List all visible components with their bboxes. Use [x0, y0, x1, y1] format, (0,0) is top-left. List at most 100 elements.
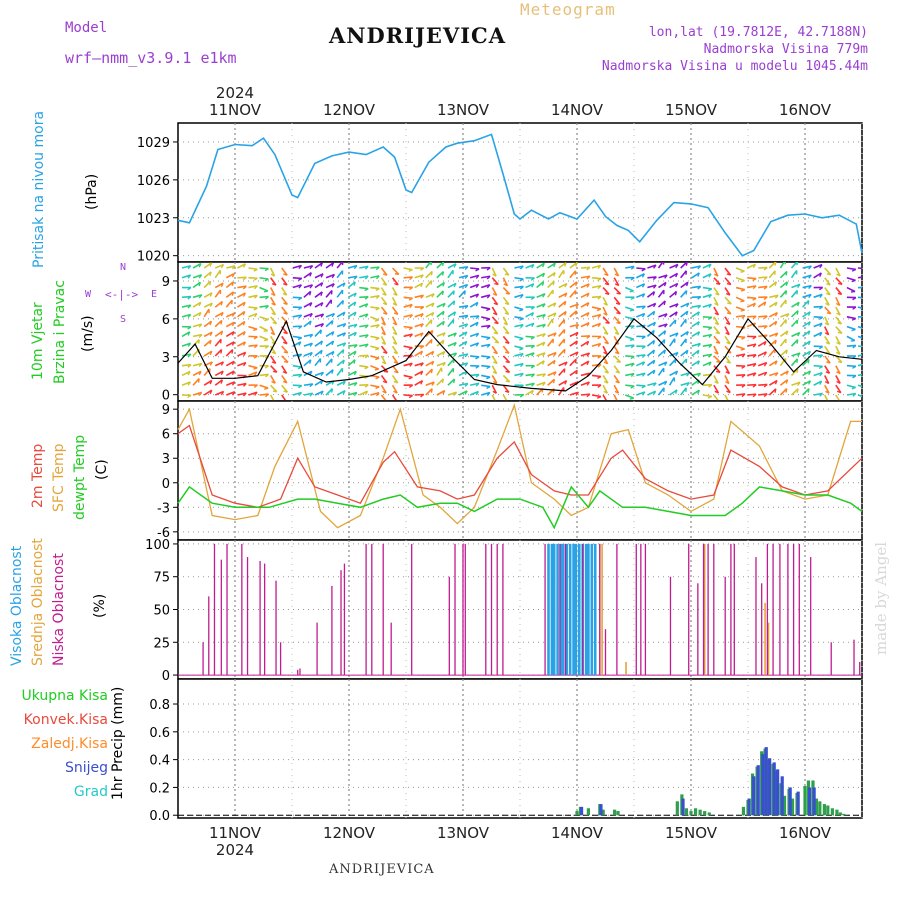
wind-barb-tick	[819, 264, 823, 269]
wind-barb	[580, 283, 590, 289]
wind-barb	[303, 392, 313, 396]
wind-barb-tick	[282, 371, 287, 374]
wind-barb	[569, 391, 579, 396]
precip-bar-total	[616, 811, 620, 816]
wind-barb-tick	[774, 321, 778, 326]
wind-barb-tick	[664, 274, 668, 279]
wind-barb-tick	[763, 276, 768, 281]
wind-barb	[502, 345, 510, 354]
wind-barb	[713, 384, 720, 394]
wind-barb	[236, 320, 246, 328]
wind-barb	[680, 338, 687, 347]
wind-barb	[303, 272, 312, 279]
wind-barb	[403, 325, 413, 329]
wind-barb-tick	[364, 384, 369, 388]
wind-barb-tick	[604, 273, 609, 277]
wind-barb-tick	[808, 274, 812, 279]
wind-barb-tick	[493, 351, 498, 355]
precip-bar-snow	[599, 804, 603, 816]
wind-barb-tick	[253, 277, 258, 281]
wind-barb	[813, 263, 823, 269]
wind-barb-tick	[520, 324, 524, 329]
wind-barb-tick	[271, 312, 276, 316]
precip-bar-snow	[768, 758, 772, 816]
wind-barb	[380, 384, 387, 394]
wind-barb	[736, 393, 746, 396]
wind-barb-tick	[697, 285, 702, 290]
wind-barb-tick	[785, 379, 789, 384]
wind-barb-tick	[530, 345, 535, 349]
wind-barb-tick	[819, 332, 823, 337]
wind-barb	[857, 363, 862, 367]
wind-barb-tick	[574, 359, 577, 364]
wind-barb-tick	[187, 265, 192, 270]
wind-barb-tick	[220, 264, 225, 269]
wind-barb	[491, 296, 499, 306]
wind-barb	[303, 342, 313, 347]
wind-barb	[536, 293, 546, 299]
wind-barb	[625, 306, 635, 311]
wind-barb-tick	[242, 352, 247, 357]
wind-barb-tick	[575, 351, 579, 356]
wind-barb-tick	[504, 390, 510, 394]
wind-barb-tick	[519, 394, 524, 398]
wind-barb-tick	[283, 341, 288, 345]
wind-barb	[502, 306, 510, 315]
wind-barb	[203, 271, 212, 279]
wind-barb	[447, 311, 456, 318]
wind-barb	[580, 381, 590, 386]
wind-barb	[713, 335, 721, 344]
wind-barb	[281, 394, 287, 401]
wind-barb-tick	[708, 361, 712, 366]
y-tick-label: 0	[162, 669, 170, 684]
wind-barb	[269, 296, 276, 306]
wind-barb	[857, 306, 862, 309]
wind-barb-tick	[825, 341, 830, 345]
wind-barb-tick	[785, 349, 788, 355]
wind-barb-tick	[586, 393, 591, 398]
wind-barb-tick	[564, 311, 567, 316]
wind-barb-tick	[381, 361, 387, 365]
wind-barb	[547, 280, 555, 289]
wind-barb-tick	[652, 349, 655, 355]
wind-barb-tick	[864, 363, 867, 366]
wind-barb-tick	[382, 273, 388, 276]
wind-barb	[514, 285, 524, 289]
wind-barb-tick	[553, 302, 557, 307]
wind-barb-tick	[453, 283, 457, 288]
wind-barb	[491, 316, 499, 325]
wind-barb-tick	[331, 331, 335, 336]
wind-barb-tick	[486, 284, 491, 289]
wind-barb	[481, 306, 491, 310]
wind-barb-tick	[309, 272, 312, 277]
wind-barb	[691, 304, 701, 308]
wind-barb	[414, 294, 424, 299]
wind-barb	[625, 372, 635, 377]
day-label-top: 15NOV	[665, 101, 718, 119]
wind-barb	[580, 266, 590, 269]
wind-barb-tick	[796, 368, 799, 373]
wind-barb-tick	[375, 392, 380, 397]
wind-barb-tick	[541, 360, 545, 365]
panel-frame	[177, 261, 863, 402]
precip-panel: 0.00.20.40.60.8	[149, 678, 863, 824]
wind-barb-tick	[231, 265, 236, 270]
wind-barb	[824, 345, 831, 355]
wind-barb	[569, 340, 578, 347]
wind-barb	[668, 377, 675, 386]
wind-barb-tick	[797, 381, 801, 386]
wind-barb-tick	[641, 354, 646, 359]
y-tick-label: 0.0	[149, 809, 170, 824]
wind-barb	[813, 372, 823, 377]
wind-barb	[835, 296, 841, 306]
wind-barb	[248, 325, 258, 330]
wind-barb-tick	[431, 312, 435, 317]
panel-frame	[177, 678, 863, 819]
wind-barb	[813, 392, 823, 396]
wind-barb	[336, 289, 344, 298]
wind-barb	[813, 322, 823, 328]
wind-barb-tick	[796, 319, 799, 325]
wind-barb	[558, 361, 568, 367]
wind-barb-tick	[475, 283, 480, 289]
wind-barb	[558, 380, 567, 386]
